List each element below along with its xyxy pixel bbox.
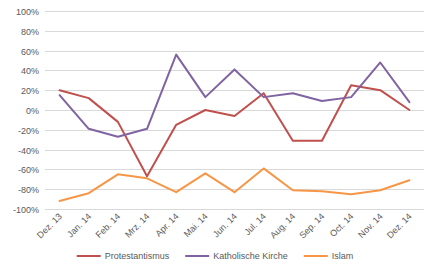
legend-swatch [304, 255, 328, 257]
series-line [60, 85, 410, 176]
legend-swatch [185, 255, 209, 257]
x-tick-label: Dez. 14 [385, 211, 414, 240]
x-tick-label: Mai. 14 [182, 211, 210, 239]
legend-item: Katholische Kirche [185, 251, 288, 261]
x-tick-label: Aug. 14 [268, 211, 297, 240]
grid-line [45, 90, 424, 91]
x-tick-label: Jun. 14 [211, 211, 239, 239]
legend-label: Katholische Kirche [213, 251, 288, 261]
x-tick-label: Oct. 14 [328, 211, 356, 239]
legend-item: Protestantismus [77, 251, 170, 261]
series-line [60, 168, 410, 201]
y-tick-label: -80% [18, 185, 39, 195]
x-tick-label: Nov. 14 [356, 211, 385, 240]
y-tick-label: 0% [26, 106, 39, 116]
grid-line [45, 130, 424, 131]
x-tick-label: Apr. 14 [153, 211, 180, 238]
legend-label: Protestantismus [105, 251, 170, 261]
legend-swatch [77, 255, 101, 257]
x-tick-label: Dez. 13 [35, 211, 64, 240]
legend: Protestantismus Katholische Kirche Islam [77, 251, 354, 261]
x-tick-label: Mrz. 14 [123, 211, 151, 239]
grid-line [45, 110, 424, 111]
y-tick-label: 60% [21, 47, 39, 57]
grid-line [45, 189, 424, 190]
chart-svg: -100% -80% -60% -40% -20% 0% 20% 40% 60% 80% 100% D… [0, 0, 430, 267]
y-tick-label: -60% [18, 165, 39, 175]
x-tick-labels: Dez. 13Jan. 14Feb. 14Mrz. 14Apr. 14Mai. … [35, 211, 414, 240]
y-tick-label: -100% [13, 205, 39, 215]
y-tick-label: 20% [21, 86, 39, 96]
grid-line [45, 169, 424, 170]
legend-item: Islam [304, 251, 354, 261]
legend-label: Islam [332, 251, 354, 261]
x-tick-label: Jan. 14 [65, 211, 93, 239]
y-tick-label: 100% [16, 7, 39, 17]
grid-line [45, 150, 424, 151]
x-tick-label: Feb. 14 [94, 211, 123, 240]
x-tick-label: Jul. 14 [242, 211, 268, 237]
grid-line [45, 11, 424, 12]
lines [60, 55, 410, 202]
chart-container: -100% -80% -60% -40% -20% 0% 20% 40% 60% 80% 100% D… [0, 0, 430, 267]
y-tick-label: -40% [18, 146, 39, 156]
y-tick-label: 80% [21, 27, 39, 37]
grid-line [45, 209, 424, 210]
grid-line [45, 51, 424, 52]
y-tick-label: -20% [18, 126, 39, 136]
x-tick-label: Sep. 14 [297, 211, 326, 240]
series-line [60, 55, 410, 137]
grid-line [45, 31, 424, 32]
y-tick-label: 40% [21, 66, 39, 76]
y-tick-labels: -100% -80% -60% -40% -20% 0% 20% 40% 60% 80% 100% [13, 7, 39, 215]
grid [45, 12, 424, 210]
